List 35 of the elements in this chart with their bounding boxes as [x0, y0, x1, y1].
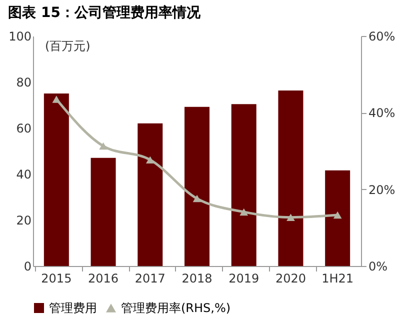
x-tick-label: 2020	[275, 272, 306, 286]
x-tick-label: 2019	[228, 272, 260, 286]
point	[192, 194, 202, 202]
y-tick-label: 40	[16, 168, 32, 182]
y2-tick-label: 60%	[368, 30, 396, 44]
point	[286, 214, 295, 221]
y-tick-label: 60	[16, 122, 32, 136]
point	[99, 142, 108, 150]
point	[52, 96, 61, 103]
point	[240, 208, 248, 216]
x-tick-label: 2018	[182, 272, 212, 286]
bar	[184, 106, 210, 266]
y-tick-label: 20	[16, 214, 32, 228]
legend-label: 管理费用	[49, 301, 97, 315]
x-tick-label: 2016	[88, 272, 119, 286]
legend-label: 管理费用率(RHS,%)	[121, 301, 231, 315]
y-tick-label: 0	[24, 260, 32, 274]
point	[333, 211, 342, 219]
y2-tick-label: 40%	[368, 106, 396, 120]
chart-title: 图表 15：公司管理费用率情况	[8, 4, 202, 21]
y-tick-label: 80	[16, 76, 32, 90]
bar	[90, 158, 116, 266]
bar	[44, 94, 69, 266]
bar	[325, 170, 350, 266]
x-tick-label: 2015	[41, 272, 72, 286]
y2-tick-label: 20%	[368, 182, 396, 197]
y-tick-label: 100	[8, 30, 32, 44]
bar	[278, 90, 304, 266]
bar	[138, 123, 163, 266]
y-axis-title: (百万元)	[45, 39, 90, 53]
x-tick-label: 2017	[134, 272, 166, 286]
point	[146, 156, 154, 164]
bar	[231, 104, 256, 266]
y2-tick-label: 0%	[368, 260, 388, 274]
x-tick-label: 1H21	[322, 272, 354, 286]
